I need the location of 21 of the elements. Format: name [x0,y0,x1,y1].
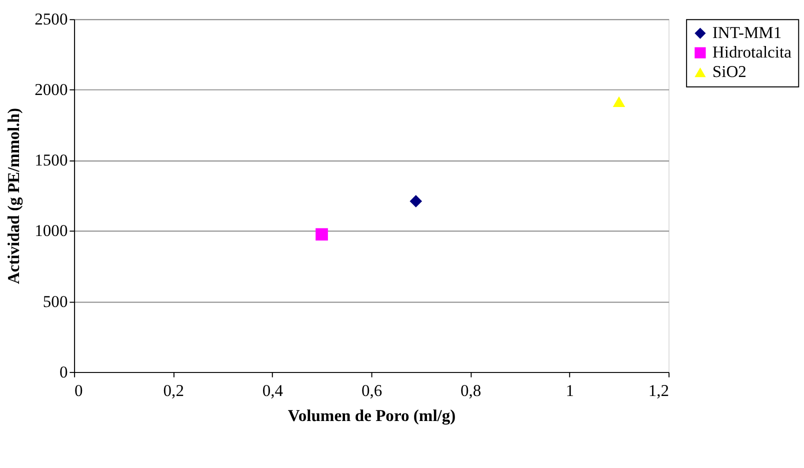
x-axis-title: Volumen de Poro (ml/g) [288,406,456,426]
legend-label: SiO2 [712,62,746,82]
y-tick-label: 2000 [34,80,68,100]
x-tick-label: 0,2 [163,380,184,400]
point [410,195,422,208]
y-tick-label: 500 [42,292,68,311]
x-tick-label: 0,4 [262,380,284,400]
x-tick-label: 1,2 [648,380,670,400]
y-tick-label: 0 [59,362,68,382]
x-tick-label: 0,6 [361,380,382,400]
y-axis-title: Actividad (g PE/mmol.h) [4,108,24,284]
legend-label: Hidrotalcita [712,42,792,62]
x-tick-label: 0,8 [460,380,482,400]
x-tick-label: 1 [566,380,574,400]
point [316,228,328,241]
point [612,96,626,108]
y-tick-label: 1500 [34,150,68,170]
y-tick-label: 2500 [34,10,68,29]
y-tick-label: 1000 [34,221,68,240]
x-tick-label: 0 [74,380,83,400]
legend-label: INT-MM1 [712,23,782,42]
